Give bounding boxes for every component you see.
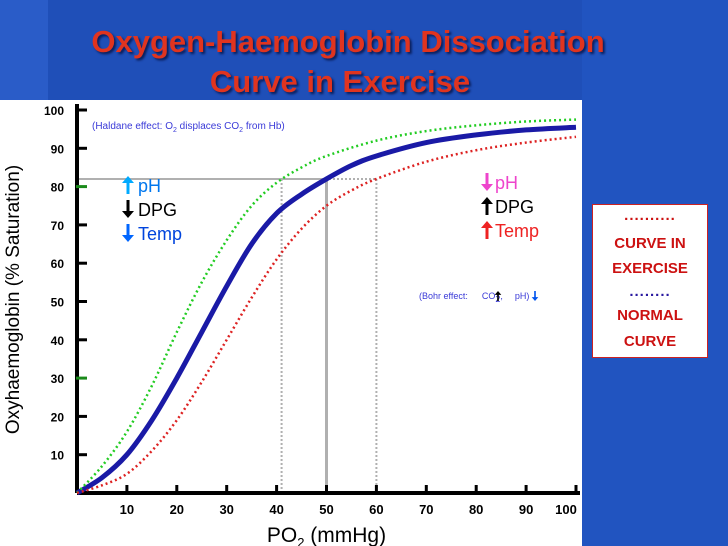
x-tick-label-70: 70 [419,502,433,517]
y-tick-label-60: 60 [51,257,65,271]
haldane-annotation: (Haldane effect: O2 displaces CO2 from H… [92,121,285,134]
y-tick-label-40: 40 [51,334,65,348]
right-shift-temp-arrow-icon [481,221,493,239]
dissociation-chart: 10 20 30 40 50 60 70 80 90 100 10 20 30 40 50 60 70 80 90 1… [3,104,580,546]
legend-exercise-dots: .......... [624,207,676,224]
y-tick-label-30: 30 [51,372,65,386]
right-shift-ph-arrow-icon [481,173,493,191]
y-tick-label-80: 80 [51,181,65,195]
legend-exercise-label-1: CURVE IN [614,235,686,252]
x-tick-label-40: 40 [269,502,283,517]
right-shift-curve [76,135,577,495]
x-tick-label-100: 100 [555,502,577,517]
slide-title-line-1: Oxygen-Haemoglobin Dissociation [91,24,605,59]
left-shift-curve [76,118,577,494]
y-tick-label-50: 50 [51,296,65,310]
right-shift-temp-label: Temp [495,221,539,241]
y-tick-label-10: 10 [51,449,65,463]
x-tick-label-80: 80 [469,502,483,517]
legend-exercise-label-2: EXERCISE [612,260,688,277]
x-tick-label-50: 50 [319,502,333,517]
y-tick-label-70: 70 [51,219,65,233]
y-tick-label-100: 100 [44,104,64,118]
left-shift-ph-label: pH [138,176,161,196]
legend-normal-dots: ........ [629,283,671,300]
x-tick-label-20: 20 [170,502,184,517]
left-shift-dpg-arrow-icon [122,200,134,218]
left-shift-temp-label: Temp [138,224,182,244]
bohr-ph-down-arrow [531,291,539,301]
x-tick-label-30: 30 [219,502,233,517]
y-tick-label-90: 90 [51,142,65,156]
slide-title-line-2: Curve in Exercise [209,64,471,99]
legend-normal-label-1: NORMAL [617,307,683,324]
left-shift-ph-arrow-icon [122,176,134,194]
legend-normal-label-2: CURVE [623,333,677,350]
x-tick-label-90: 90 [519,502,533,517]
y-tick-label-20: 20 [51,410,65,424]
chart-panel: 10 20 30 40 50 60 70 80 90 100 10 20 30 40 50 60 70 80 90 1… [0,100,582,546]
y-axis-title: Oxyhaemoglobin (% Saturation) [3,165,24,434]
right-shift-dpg-label: DPG [495,197,534,217]
x-tick-label-60: 60 [369,502,383,517]
left-shift-dpg-label: DPG [138,200,177,220]
left-shift-temp-arrow-icon [122,224,134,242]
legend-box: .......... CURVE IN EXERCISE ........ NO… [592,204,708,358]
bohr-co2-up-arrow [494,291,502,301]
x-tick-label-10: 10 [120,502,134,517]
bohr-annotation: (Bohr effect:CO2,pH) [419,291,529,304]
right-shift-dpg-arrow-icon [481,197,493,215]
right-shift-ph-label: pH [495,173,518,193]
x-axis-title: PO2 (mmHg) [267,524,386,546]
normal-curve [75,124,577,496]
